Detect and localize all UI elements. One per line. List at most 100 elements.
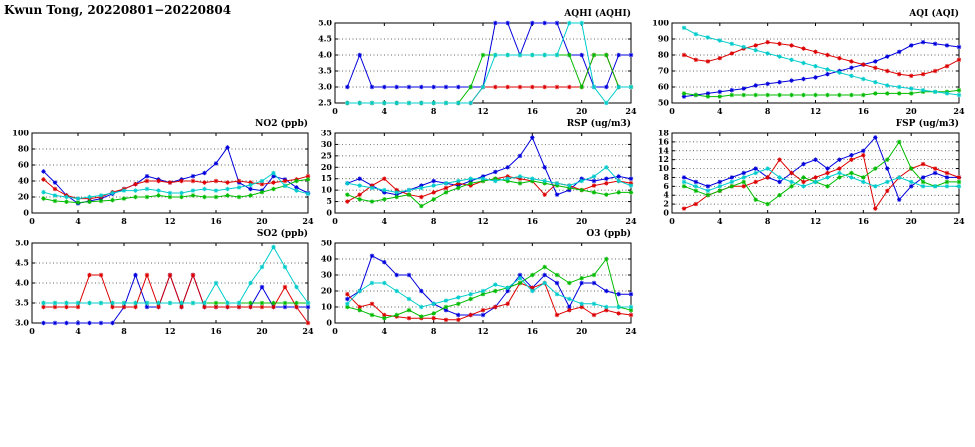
page-title: Kwun Tong, 20220801−20220804 [4, 3, 232, 17]
svg-text:0: 0 [29, 326, 35, 336]
svg-text:70: 70 [658, 66, 670, 76]
svg-text:100: 100 [12, 130, 29, 138]
svg-text:8: 8 [765, 106, 771, 116]
svg-text:100: 100 [652, 20, 669, 28]
chart-aqhi: AQHI (AQHI) 0 4 8 12 16 20 24 2.5 3.0 3.5 4.0 4.5 5.… [303, 8, 637, 116]
svg-text:5.0: 5.0 [15, 240, 29, 248]
chart-title-aqi: AQI (AQI) [909, 9, 959, 19]
svg-text:4: 4 [717, 106, 723, 116]
svg-text:16: 16 [210, 326, 222, 336]
svg-text:16: 16 [527, 326, 539, 336]
svg-text:14: 14 [658, 145, 670, 155]
svg-text:12: 12 [164, 326, 175, 336]
chart-title-so2: SO2 (ppb) [256, 229, 308, 239]
svg-text:50: 50 [658, 98, 670, 108]
svg-text:2.5: 2.5 [318, 98, 332, 108]
svg-text:0: 0 [23, 208, 29, 218]
svg-text:12: 12 [477, 216, 488, 226]
svg-text:4.0: 4.0 [318, 50, 332, 60]
chart-o3: O3 (ppb) 0 4 8 12 16 20 24 0 10 20 30 40 50 [303, 228, 637, 336]
chart-plot-aqhi: 0 4 8 12 16 20 24 2.5 3.0 3.5 4.0 4.5 5.0 [318, 20, 637, 116]
svg-text:5: 5 [326, 196, 332, 206]
svg-text:20: 20 [256, 216, 268, 226]
svg-text:10: 10 [658, 163, 670, 173]
svg-text:40: 40 [321, 254, 333, 264]
svg-text:16: 16 [658, 136, 670, 146]
svg-text:3.5: 3.5 [15, 298, 29, 308]
chart-title-no2: NO2 (ppb) [255, 119, 308, 129]
chart-title-aqhi: AQHI (AQHI) [564, 9, 631, 19]
svg-text:24: 24 [625, 106, 637, 116]
svg-text:10: 10 [321, 302, 333, 312]
chart-title-fsp: FSP (ug/m3) [895, 119, 959, 129]
svg-text:3.0: 3.0 [15, 318, 29, 328]
svg-text:4: 4 [382, 216, 388, 226]
svg-text:50: 50 [321, 240, 333, 248]
svg-text:0: 0 [326, 318, 332, 328]
svg-text:25: 25 [321, 150, 332, 160]
svg-text:0: 0 [29, 216, 35, 226]
svg-text:4.0: 4.0 [15, 278, 29, 288]
svg-text:30: 30 [321, 270, 333, 280]
svg-text:8: 8 [663, 172, 669, 182]
chart-plot-so2: 0 4 8 12 16 20 24 3.0 3.5 4.0 4.5 5.0 [15, 240, 314, 336]
chart-title-rsp: RSP (ug/m3) [566, 119, 631, 129]
svg-text:12: 12 [477, 106, 488, 116]
svg-text:16: 16 [210, 216, 222, 226]
svg-text:2: 2 [663, 199, 669, 209]
svg-text:0: 0 [332, 106, 338, 116]
svg-text:0: 0 [326, 208, 332, 218]
svg-text:16: 16 [527, 216, 539, 226]
svg-text:0: 0 [332, 216, 338, 226]
svg-text:18: 18 [658, 130, 670, 138]
svg-text:4: 4 [382, 326, 388, 336]
chart-plot-aqi: 0 4 8 12 16 20 24 50 60 70 80 90 100 [652, 20, 965, 116]
svg-text:4: 4 [75, 216, 81, 226]
svg-text:80: 80 [658, 50, 670, 60]
svg-text:16: 16 [858, 216, 870, 226]
chart-rsp: RSP (ug/m3) 0 4 8 12 16 20 24 0 5 10 15 20 25 30 35 [303, 118, 637, 226]
chart-plot-o3: 0 4 8 12 16 20 24 0 10 20 30 40 50 [321, 240, 637, 336]
svg-text:6: 6 [663, 181, 669, 191]
svg-text:12: 12 [658, 154, 669, 164]
svg-text:16: 16 [527, 106, 539, 116]
chart-fsp: FSP (ug/m3) 0 4 8 12 16 20 24 0 2 4 6 8 10 12 14 16 18 [640, 118, 965, 226]
svg-text:8: 8 [431, 106, 437, 116]
svg-text:24: 24 [625, 216, 637, 226]
svg-text:90: 90 [658, 34, 670, 44]
svg-text:20: 20 [321, 286, 333, 296]
chart-aqi: AQI (AQI) 0 4 8 12 16 20 24 50 60 70 80 90 100 [640, 8, 965, 116]
chart-plot-no2: 0 4 8 12 16 20 24 0 20 40 60 80 100 [12, 130, 314, 226]
svg-text:60: 60 [18, 160, 30, 170]
svg-text:4: 4 [75, 326, 81, 336]
svg-text:30: 30 [321, 139, 333, 149]
svg-text:24: 24 [953, 106, 965, 116]
chart-so2: SO2 (ppb) 0 4 8 12 16 20 24 3.0 3.5 4.0 4.5 5.0 [0, 228, 314, 336]
svg-text:3.0: 3.0 [318, 82, 332, 92]
svg-text:60: 60 [658, 82, 670, 92]
svg-text:24: 24 [302, 326, 314, 336]
svg-text:4: 4 [382, 106, 388, 116]
svg-text:8: 8 [431, 216, 437, 226]
svg-text:12: 12 [810, 216, 821, 226]
svg-text:40: 40 [18, 176, 30, 186]
svg-text:20: 20 [906, 106, 918, 116]
svg-text:4: 4 [663, 190, 669, 200]
chart-no2: NO2 (ppb) 0 4 8 12 16 20 24 0 20 40 60 80 100 [0, 118, 314, 226]
svg-text:4: 4 [717, 216, 723, 226]
svg-text:20: 20 [576, 106, 588, 116]
svg-text:12: 12 [477, 326, 488, 336]
svg-text:0: 0 [663, 208, 669, 218]
svg-text:20: 20 [576, 326, 588, 336]
svg-text:4.5: 4.5 [318, 34, 332, 44]
svg-text:0: 0 [669, 216, 675, 226]
svg-text:8: 8 [121, 216, 127, 226]
svg-text:15: 15 [321, 173, 332, 183]
svg-text:8: 8 [121, 326, 127, 336]
svg-text:80: 80 [18, 144, 30, 154]
svg-text:24: 24 [953, 216, 965, 226]
svg-text:8: 8 [431, 326, 437, 336]
svg-text:24: 24 [625, 326, 637, 336]
